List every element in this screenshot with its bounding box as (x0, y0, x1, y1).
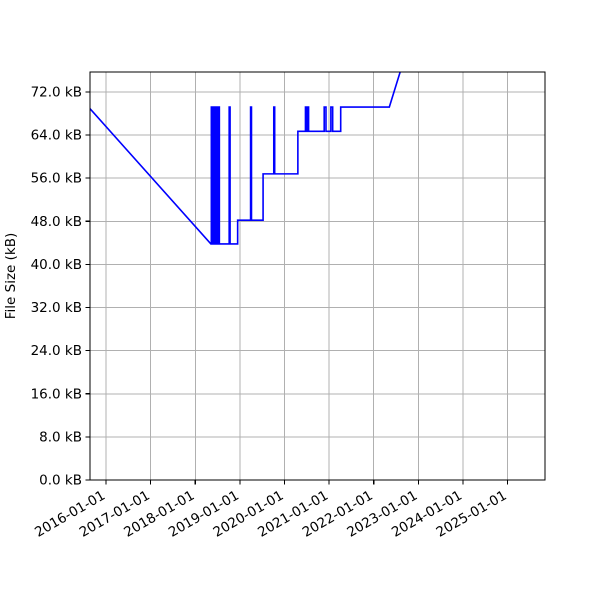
y-tick-label: 72.0 kB (31, 84, 82, 100)
y-tick-label: 16.0 kB (31, 386, 82, 402)
y-tick-label: 64.0 kB (31, 128, 82, 144)
axes-spines (89, 71, 546, 481)
file-size-history-line (90, 72, 401, 245)
y-tick-label: 56.0 kB (31, 171, 82, 187)
x-tick-labels: 2016-01-012017-01-012018-01-012019-01-01… (32, 488, 509, 541)
y-tick-label: 0.0 kB (39, 473, 82, 489)
y-tick-label: 8.0 kB (39, 429, 82, 445)
data-series (90, 72, 401, 245)
tick-marks (85, 91, 509, 485)
gridlines (90, 72, 545, 481)
y-tick-labels: 0.0 kB 8.0 kB 16.0 kB 24.0 kB 32.0 kB 40.0 kB… (31, 84, 82, 488)
y-tick-label: 32.0 kB (31, 300, 82, 316)
plot-border (89, 71, 546, 481)
y-tick-label: 48.0 kB (31, 214, 82, 230)
y-axis-title: File Size (kB) (3, 233, 19, 320)
y-tick-label: 40.0 kB (31, 257, 82, 273)
y-tick-label: 24.0 kB (31, 343, 82, 359)
